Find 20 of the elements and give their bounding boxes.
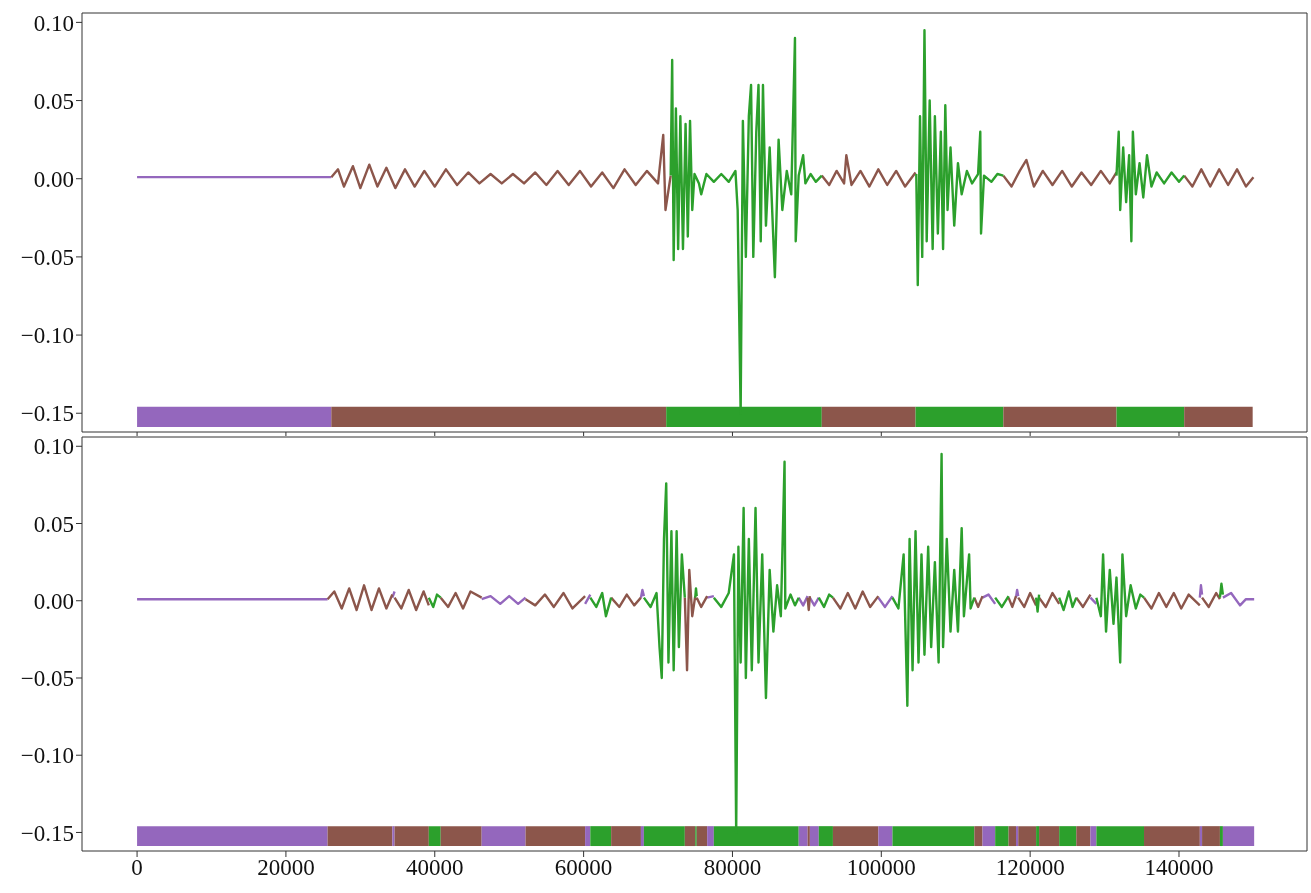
y-tick-label: −0.05 [20,666,74,692]
y-tick-label: −0.15 [20,401,74,427]
y-tick-label: −0.15 [20,820,74,846]
y-tick-label: 0.00 [33,588,74,614]
y-tick-label: −0.10 [20,743,74,769]
y-tick-label: 0.00 [33,166,74,192]
x-tick-label: 40000 [406,855,464,881]
x-tick-label: 80000 [703,855,762,881]
x-tick-label: 140000 [1144,855,1214,881]
x-tick-label: 0 [131,855,143,881]
y-tick-label: −0.10 [20,323,74,349]
y-tick-label: −0.05 [20,245,74,271]
y-tick-label: 0.05 [33,88,74,114]
x-tick-label: 120000 [995,855,1065,881]
y-tick-label: 0.10 [33,10,74,36]
x-tick-label: 60000 [554,855,613,881]
y-tick-label: 0.10 [33,434,74,460]
x-tick-label: 20000 [257,855,315,881]
y-tick-label: 0.05 [33,511,74,537]
x-tick-label: 100000 [846,855,916,881]
